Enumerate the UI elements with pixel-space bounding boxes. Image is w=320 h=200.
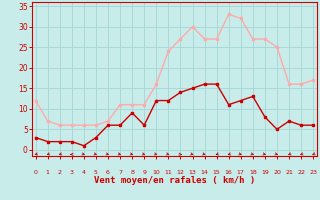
X-axis label: Vent moyen/en rafales ( km/h ): Vent moyen/en rafales ( km/h ) [94, 176, 255, 185]
